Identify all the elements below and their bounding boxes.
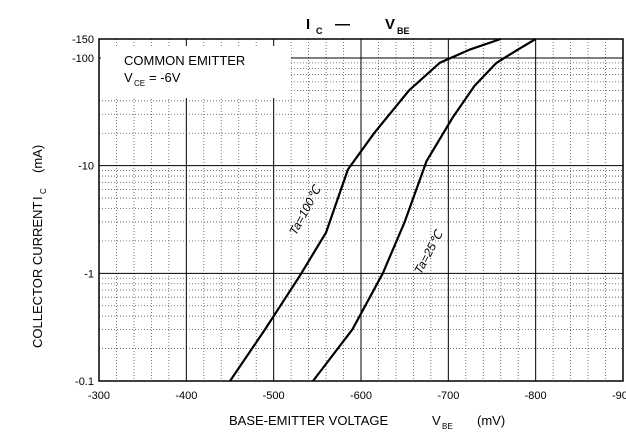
x-tick-labels: -300 -400 -500 -600 -700 -800 -900 [88,390,626,402]
annotation-vce-value: = -6V [149,70,181,85]
y-tick-labels: -150 -100 -10 -1 -0.1 [72,34,94,388]
annotation-background [101,46,291,98]
x-axis-symbol: V [432,413,441,428]
series-line-1 [312,38,537,382]
title-ic: I [306,16,310,33]
series-label-ta25: Ta=25℃ [411,227,446,276]
x-tick-label: -300 [88,390,110,402]
x-tick-label: -900 [612,390,626,402]
x-tick-label: -700 [437,390,459,402]
x-axis-subscript: BE [442,422,453,431]
title-ic-subscript: C [316,26,323,36]
y-axis-symbol: I [30,196,45,200]
curves [229,37,537,382]
annotation-common-emitter: COMMON EMITTER [124,53,245,68]
x-axis-label: BASE-EMITTER VOLTAGE [229,413,388,428]
y-axis-label: COLLECTOR CURRENT [30,202,45,348]
x-tick-label: -800 [525,390,547,402]
series-line-0 [229,37,502,382]
y-axis-subscript: C [39,188,48,194]
x-tick-label: -500 [263,390,285,402]
y-axis-label-group: COLLECTOR CURRENT I C (mA) [30,145,48,348]
title-vbe: V [385,16,395,33]
annotation-vce-subscript: CE [134,79,145,88]
y-tick-label: -100 [72,53,94,65]
y-axis-unit: (mA) [30,145,45,173]
title-vbe-subscript: BE [397,26,410,36]
y-tick-label: -150 [72,34,94,46]
x-tick-label: -400 [175,390,197,402]
annotation-vce-symbol: V [124,70,133,85]
plot-frame [98,38,624,382]
title-dash: — [335,16,350,33]
series-label-ta100: Ta=100℃ [286,182,324,237]
x-tick-label: -600 [350,390,372,402]
x-axis-unit: (mV) [477,413,505,428]
y-tick-label: -10 [78,161,94,173]
y-tick-label: -0.1 [75,376,94,388]
y-tick-label: -1 [84,268,94,280]
